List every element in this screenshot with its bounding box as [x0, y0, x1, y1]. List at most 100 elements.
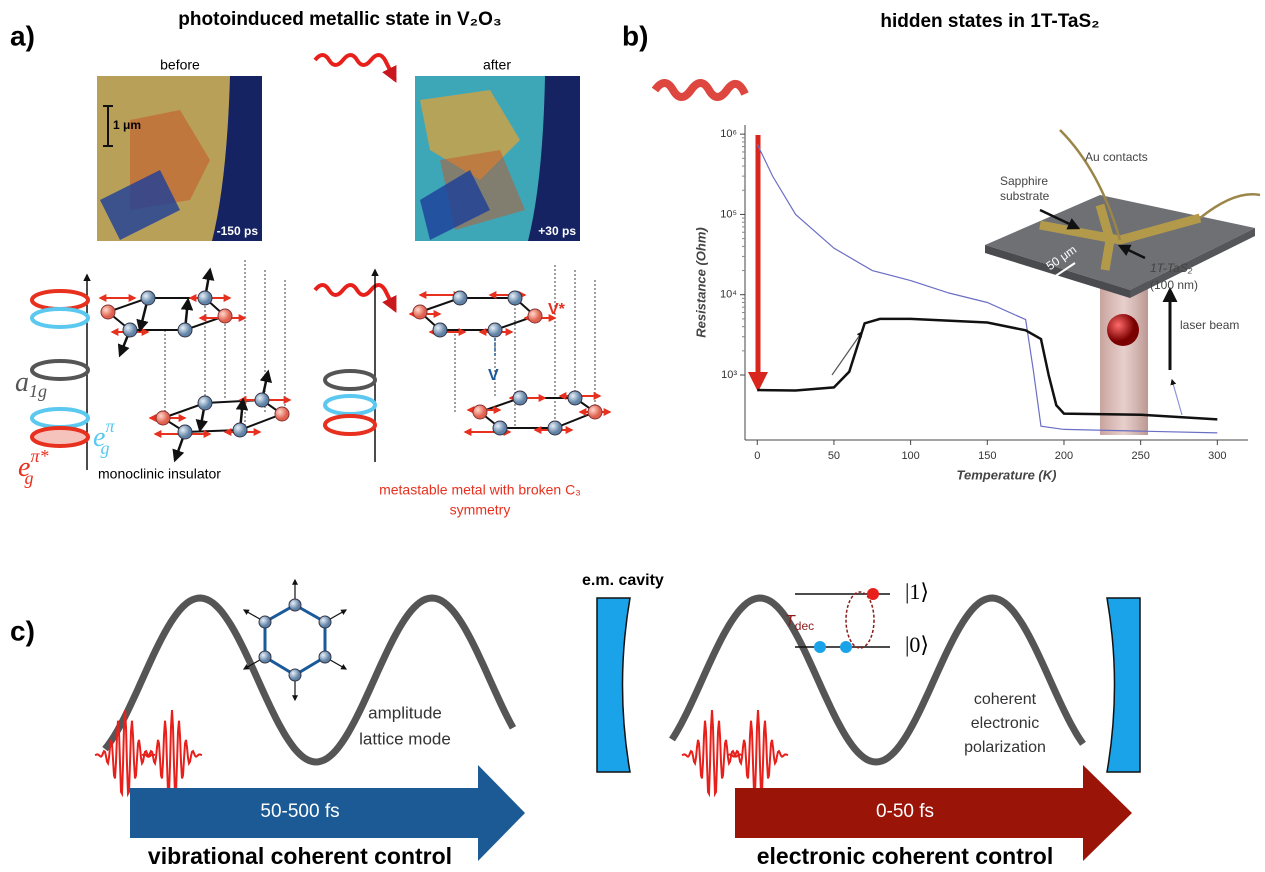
- lattice-structure: [527, 308, 543, 324]
- lattice-structure: [254, 392, 270, 408]
- lattice-structure: [100, 304, 116, 320]
- lattice-structure: [472, 404, 488, 420]
- microscopy-image: [528, 76, 580, 241]
- panel-label: b): [622, 20, 648, 51]
- series-line: [756, 143, 1218, 434]
- orbital-diagram: [323, 369, 377, 391]
- control-label: vibrational coherent control: [148, 843, 452, 869]
- y-tick-label: 10⁶: [720, 128, 737, 140]
- decoherence-label: Tdec: [785, 613, 814, 633]
- scale-label: 1 μm: [113, 118, 141, 132]
- lattice-structure: [105, 297, 598, 434]
- orbital-diagram: [30, 268, 379, 470]
- microscopy-image: [97, 76, 262, 241]
- two-level-system: [867, 588, 879, 600]
- orbital-label: g: [100, 438, 109, 458]
- caption: monoclinic insulator: [98, 466, 221, 482]
- panel-c: c) amplitude lattice mode 50-500 fs vibr…: [10, 572, 1141, 869]
- x-axis-label: Temperature (K): [957, 467, 1057, 482]
- lattice-structure: [177, 322, 193, 338]
- lattice-structure: [412, 304, 428, 320]
- decoherence-label: dec: [795, 619, 814, 633]
- mode-label: coherent: [974, 691, 1037, 708]
- orbital-diagram: [30, 307, 90, 329]
- two-level-system: [795, 588, 890, 653]
- time-label: 0-50 fs: [876, 801, 934, 822]
- lattice-structure: [507, 290, 523, 306]
- inset-photo: [985, 245, 1130, 298]
- lattice-structure: [197, 290, 213, 306]
- series-line: [757, 317, 1218, 421]
- inset-label: (100 nm): [1150, 278, 1198, 292]
- orbital-diagram: [30, 407, 90, 429]
- laser-pulse: [651, 79, 749, 101]
- lattice-structure: [567, 390, 583, 406]
- laser-pulse: [94, 709, 156, 798]
- orbital-label: π: [105, 416, 115, 436]
- y-tick-label: 10⁴: [720, 289, 737, 301]
- lattice-structure: [487, 322, 503, 338]
- lattice-structure: [122, 322, 138, 338]
- lattice-structure: [100, 304, 603, 426]
- lattice-structure: [432, 322, 448, 338]
- lattice-structure: [98, 260, 612, 463]
- wave: [102, 594, 517, 766]
- image-label: after: [483, 57, 511, 73]
- laser-pulse: [681, 709, 743, 798]
- time-label: 50-500 fs: [260, 801, 339, 822]
- lattice-structure: [140, 290, 156, 306]
- orbital-label: e: [93, 422, 105, 453]
- sweep-arrow: [1170, 378, 1183, 416]
- inset-label: Au contacts: [1085, 150, 1148, 164]
- orbital-diagram: [30, 426, 90, 448]
- orbital-label: eπ* g: [18, 446, 48, 488]
- orbital-label: e: [18, 452, 30, 483]
- panel-label: a): [10, 20, 35, 51]
- inset-photo: [1059, 129, 1261, 241]
- orbital-label: g: [24, 468, 33, 488]
- inset-label: Sapphire: [1000, 174, 1048, 188]
- x-tick-label: 200: [1055, 450, 1073, 462]
- lattice-structure: [452, 290, 468, 306]
- orbital-label: 1g: [29, 381, 47, 401]
- atom-label: V*: [548, 301, 566, 318]
- hexagon-molecule: [258, 650, 272, 664]
- orbital-diagram: [30, 289, 90, 311]
- control-label: electronic coherent control: [757, 843, 1054, 869]
- lattice-structure: [587, 404, 603, 420]
- lattice-structure: [512, 390, 528, 406]
- cavity-mirror: [596, 597, 631, 773]
- y-tick-label: 10⁵: [720, 208, 737, 220]
- state-label: |1⟩: [905, 579, 929, 604]
- orbital-label: π*: [30, 446, 48, 466]
- two-level-system: [840, 641, 852, 653]
- lattice-structure: [122, 290, 583, 440]
- lattice-structure: [197, 395, 213, 411]
- lattice-structure: [274, 406, 290, 422]
- lattice-structure: [232, 422, 248, 438]
- mode-label: amplitude: [368, 703, 442, 722]
- inset-label: 1T-TaS₂: [1150, 261, 1193, 275]
- laser-pulse: [141, 709, 203, 798]
- caption: metastable metal with broken C₃: [379, 482, 581, 498]
- cavity-mirror: [1106, 597, 1141, 773]
- y-axis-label: Resistance (Ohm): [693, 227, 708, 338]
- inset-photo: [985, 129, 1261, 435]
- x-tick-label: 250: [1131, 450, 1149, 462]
- orbital-label: a1g: [15, 367, 47, 401]
- time-label: -150 ps: [217, 224, 259, 238]
- panel-label: c): [10, 615, 35, 646]
- mode-label: electronic: [971, 715, 1039, 732]
- decoherence-label: T: [785, 613, 796, 630]
- time-label: +30 ps: [538, 224, 576, 238]
- laser-pulse: [313, 283, 397, 313]
- x-tick-label: 300: [1208, 450, 1226, 462]
- lattice-structure: [547, 420, 563, 436]
- hexagon-molecule: [258, 615, 272, 629]
- inset-photo: [1039, 208, 1081, 230]
- hexagon-molecule: [263, 603, 327, 677]
- x-tick-label: 150: [978, 450, 996, 462]
- microscopy-image: [212, 76, 262, 241]
- image-label: before: [160, 57, 200, 73]
